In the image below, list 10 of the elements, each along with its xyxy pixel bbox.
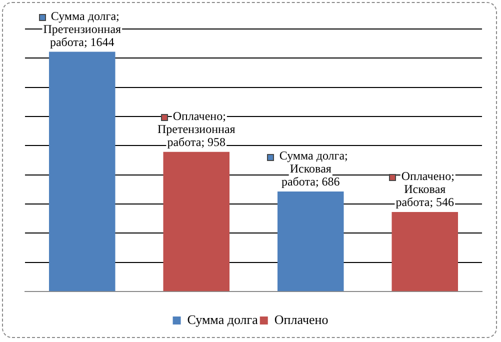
bar	[277, 192, 344, 292]
data-label: Оплачено; Претензионная работа; 958	[157, 108, 236, 149]
legend-label: Сумма долга	[187, 312, 258, 327]
data-label: Оплачено; Исковая работа; 546	[396, 169, 454, 210]
legend-label: Оплачено	[274, 312, 328, 327]
bar	[392, 212, 458, 292]
data-label: Сумма долга; Исковая работа; 686	[279, 148, 348, 189]
bar	[48, 52, 116, 292]
bar	[163, 152, 230, 292]
data-label: Сумма долга; Претензионная работа; 1644	[43, 8, 122, 49]
